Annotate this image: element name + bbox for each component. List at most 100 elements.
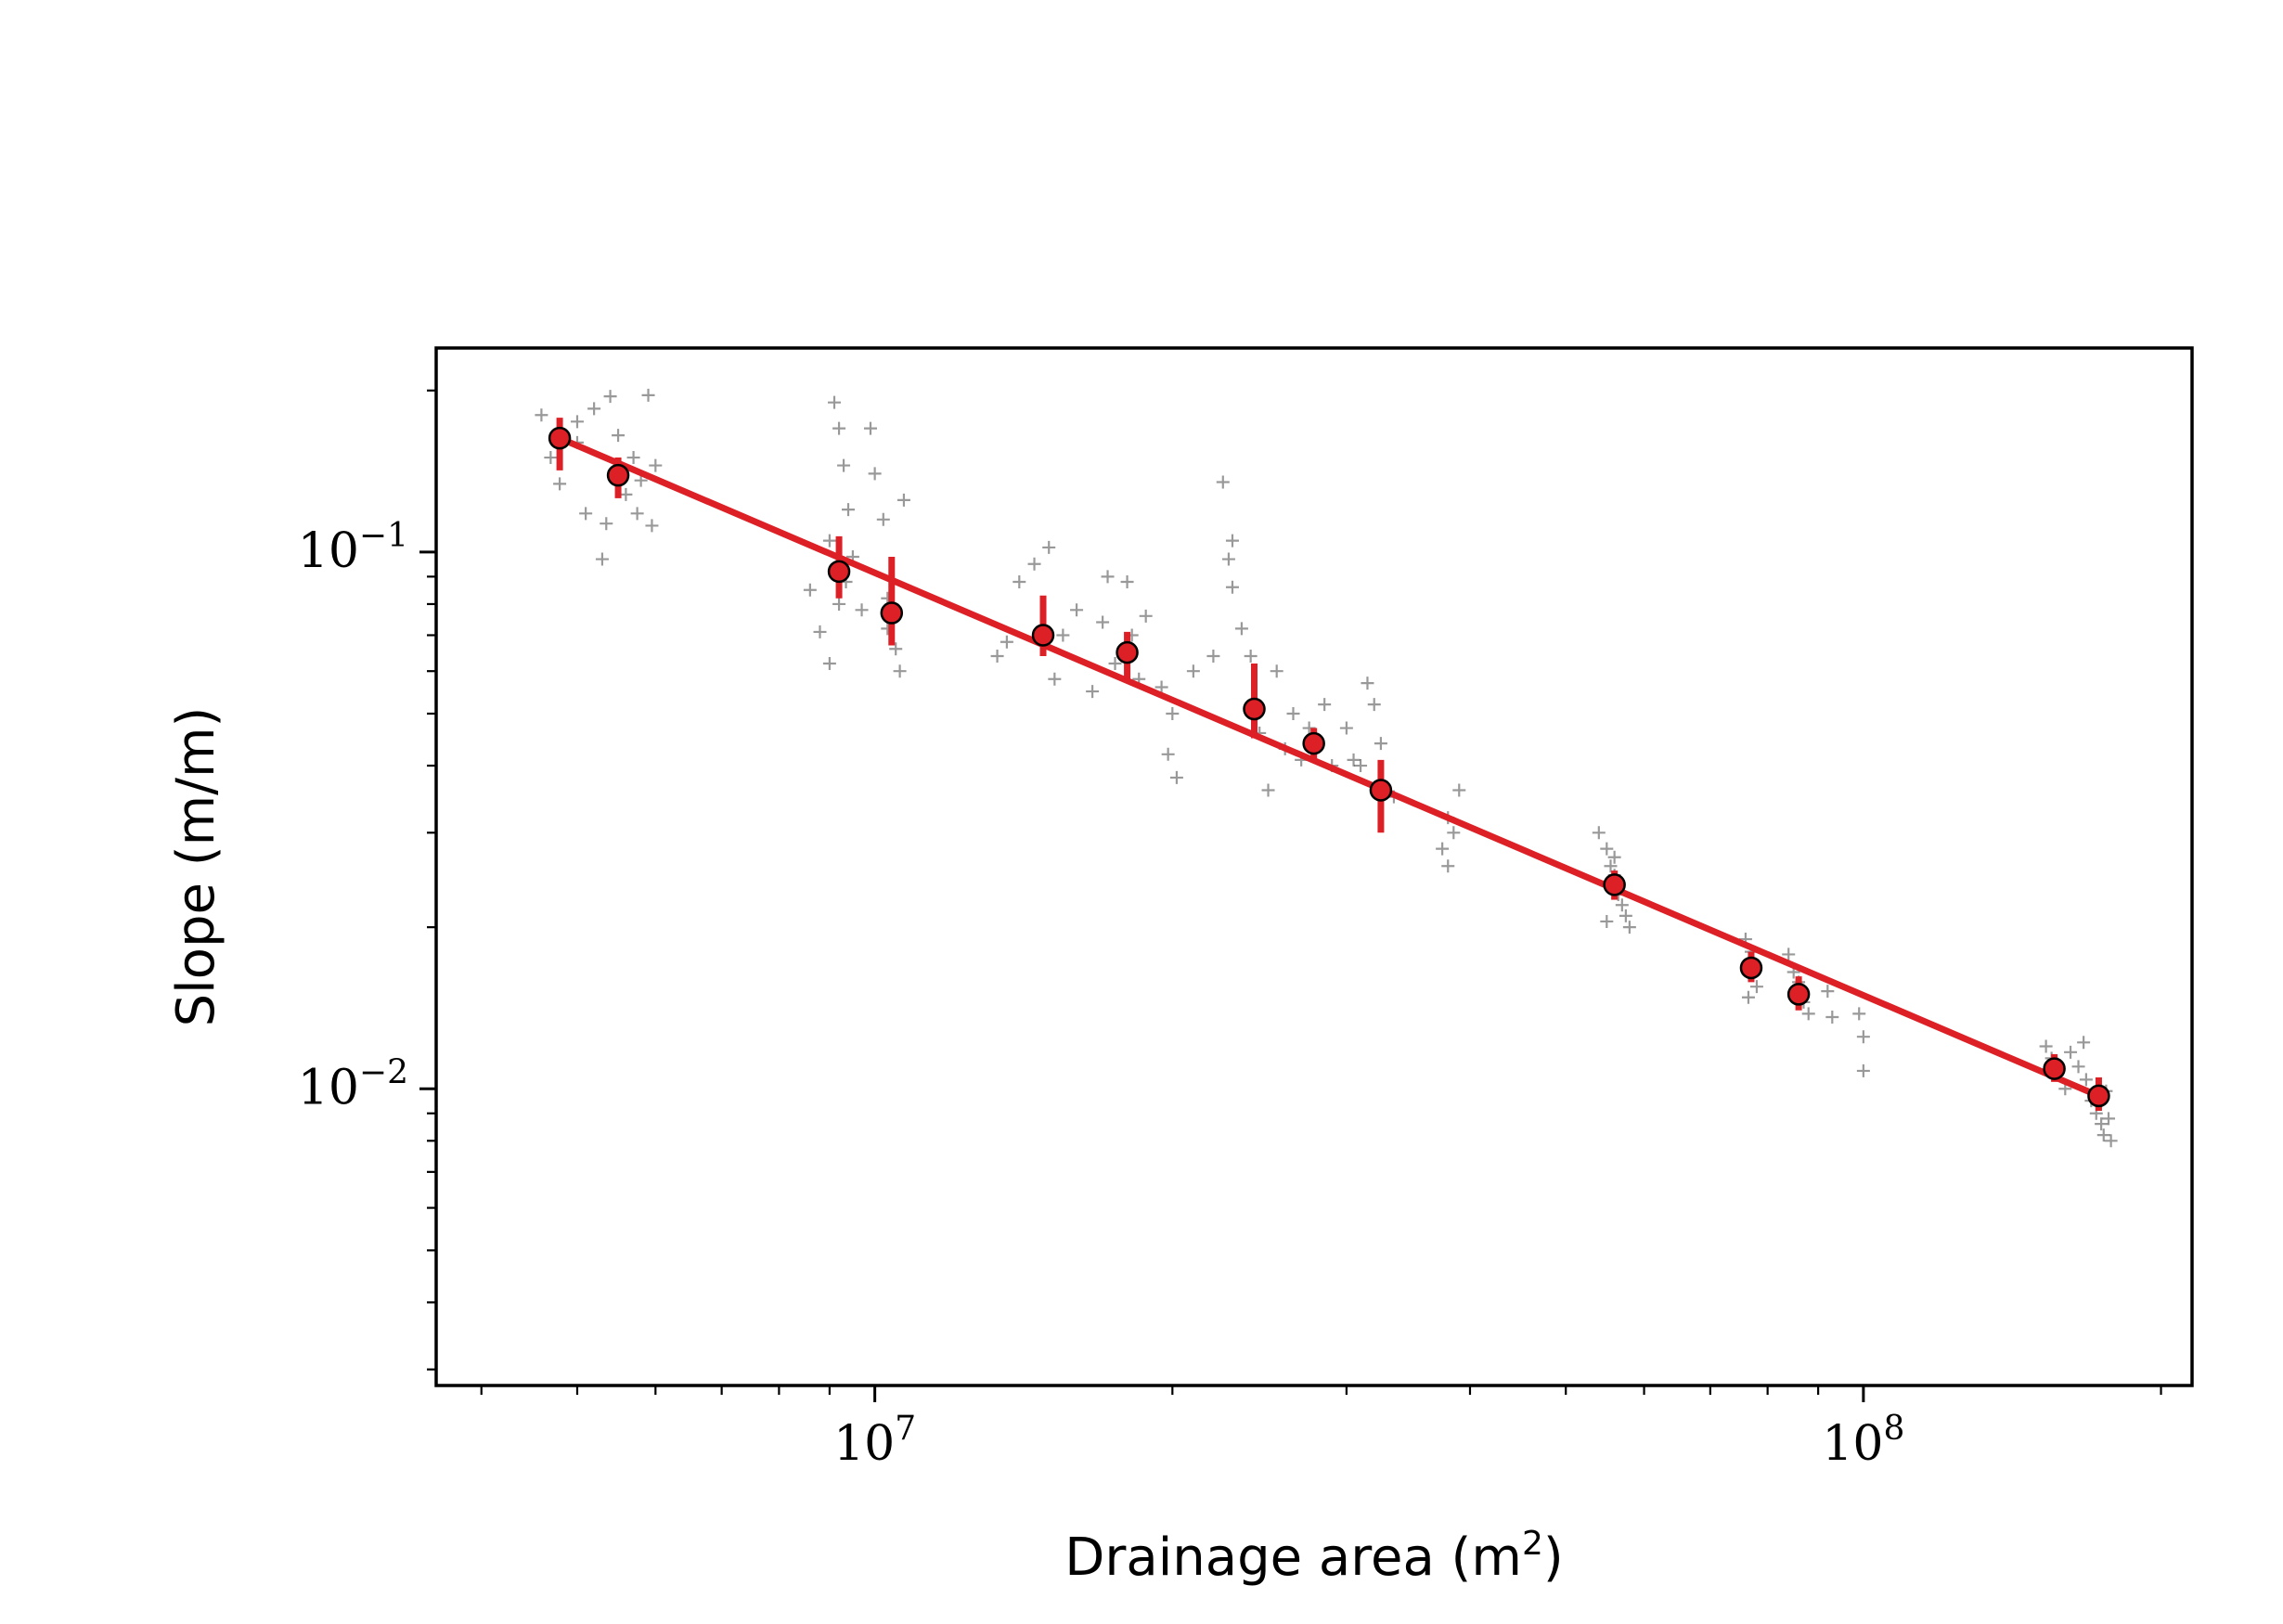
raw-point — [896, 493, 910, 507]
raw-point — [1056, 628, 1070, 642]
raw-point — [1821, 985, 1835, 999]
raw-point — [1154, 680, 1168, 694]
binned-mean-marker — [1786, 983, 1811, 1006]
raw-point — [1619, 909, 1632, 922]
raw-point — [822, 656, 836, 670]
raw-point — [2104, 1134, 2118, 1148]
raw-point — [2102, 1112, 2116, 1126]
raw-point — [626, 451, 640, 465]
raw-point — [1622, 921, 1636, 934]
raw-point — [1600, 842, 1614, 856]
binned-means-layer — [548, 426, 2110, 1108]
raw-point — [1604, 859, 1618, 873]
raw-point — [544, 451, 558, 465]
raw-point — [855, 603, 869, 617]
raw-point — [600, 517, 613, 531]
raw-point — [1286, 707, 1300, 721]
x-axis-label: Drainage area (m2) — [1064, 1525, 1563, 1588]
raw-point — [1096, 615, 1110, 629]
raw-point — [1225, 580, 1239, 594]
raw-point — [641, 388, 655, 402]
raw-point — [595, 552, 609, 566]
raw-point — [1186, 664, 1200, 678]
raw-point — [1367, 698, 1381, 712]
raw-point — [842, 503, 856, 517]
raw-point — [619, 487, 633, 501]
raw-point — [813, 625, 827, 638]
raw-point — [1592, 826, 1606, 840]
x-axis-label-text: Drainage area (m — [1064, 1527, 1522, 1588]
raw-point — [1741, 990, 1755, 1004]
raw-point — [535, 408, 548, 422]
raw-point — [1048, 672, 1062, 686]
raw-point — [1139, 609, 1153, 623]
raw-point — [1447, 826, 1461, 840]
raw-point — [2039, 1039, 2053, 1053]
x-axis-ticks: 107 108 — [480, 1386, 2162, 1472]
raw-point — [2095, 1117, 2109, 1131]
y-axis-ticks: 10−1 10−2 — [298, 389, 436, 1371]
raw-point — [1234, 622, 1248, 636]
raw-point — [1782, 947, 1796, 961]
raw-point — [1206, 649, 1220, 663]
raw-point — [1374, 737, 1387, 751]
y-tick-label: 10−1 — [298, 517, 408, 579]
raw-point — [1354, 759, 1368, 773]
raw-point — [803, 583, 817, 597]
binned-mean-marker — [1369, 779, 1393, 802]
raw-point — [2096, 1128, 2110, 1142]
y-tick-label: 10−2 — [298, 1053, 408, 1115]
raw-point — [1452, 783, 1466, 797]
raw-point — [2077, 1036, 2091, 1050]
raw-point — [1801, 1007, 1815, 1021]
raw-point — [868, 467, 882, 481]
raw-point — [1270, 664, 1283, 678]
x-tick-label: 107 — [833, 1410, 916, 1472]
raw-point — [1436, 842, 1450, 856]
raw-point — [990, 649, 1004, 663]
raw-point — [2079, 1073, 2093, 1087]
raw-point — [1318, 698, 1332, 712]
raw-point — [1120, 575, 1134, 589]
raw-point — [837, 458, 851, 472]
binned-mean-marker — [606, 463, 630, 487]
plot-frame — [434, 346, 2194, 1387]
binned-mean-marker — [548, 426, 572, 450]
raw-point — [863, 421, 877, 435]
binned-mean-marker — [827, 560, 851, 584]
raw-point — [1086, 685, 1100, 699]
raw-point — [832, 597, 846, 611]
x-tick-label: 108 — [1822, 1410, 1904, 1472]
raw-point — [1027, 557, 1041, 571]
raw-point — [832, 421, 846, 435]
raw-point — [1169, 770, 1183, 784]
raw-point — [1347, 753, 1361, 767]
raw-point — [1108, 656, 1122, 670]
raw-point — [1302, 721, 1316, 735]
raw-point — [822, 534, 836, 548]
raw-point — [1825, 1011, 1839, 1025]
raw-point — [1339, 721, 1353, 735]
raw-point — [1070, 603, 1084, 617]
raw-point — [579, 507, 593, 521]
raw-point — [889, 642, 903, 656]
raw-point — [1615, 898, 1629, 912]
raw-point — [570, 415, 584, 429]
raw-point — [876, 512, 890, 526]
raw-point — [1000, 635, 1013, 649]
raw-point — [553, 477, 567, 491]
raw-point — [1749, 980, 1763, 994]
raw-point — [649, 458, 663, 472]
y-axis-label: Slope (m/m) — [166, 707, 226, 1027]
raw-point — [1261, 783, 1275, 797]
raw-point — [1856, 1063, 1870, 1077]
binned-mean-marker — [1243, 697, 1266, 721]
binned-mean-marker — [2087, 1084, 2110, 1108]
raw-point — [1216, 475, 1230, 489]
x-axis-label-superscript: 2 — [1522, 1525, 1543, 1563]
raw-point — [1441, 859, 1455, 873]
raw-point — [828, 395, 842, 409]
raw-point — [645, 519, 659, 533]
binned-mean-marker — [1031, 624, 1055, 647]
